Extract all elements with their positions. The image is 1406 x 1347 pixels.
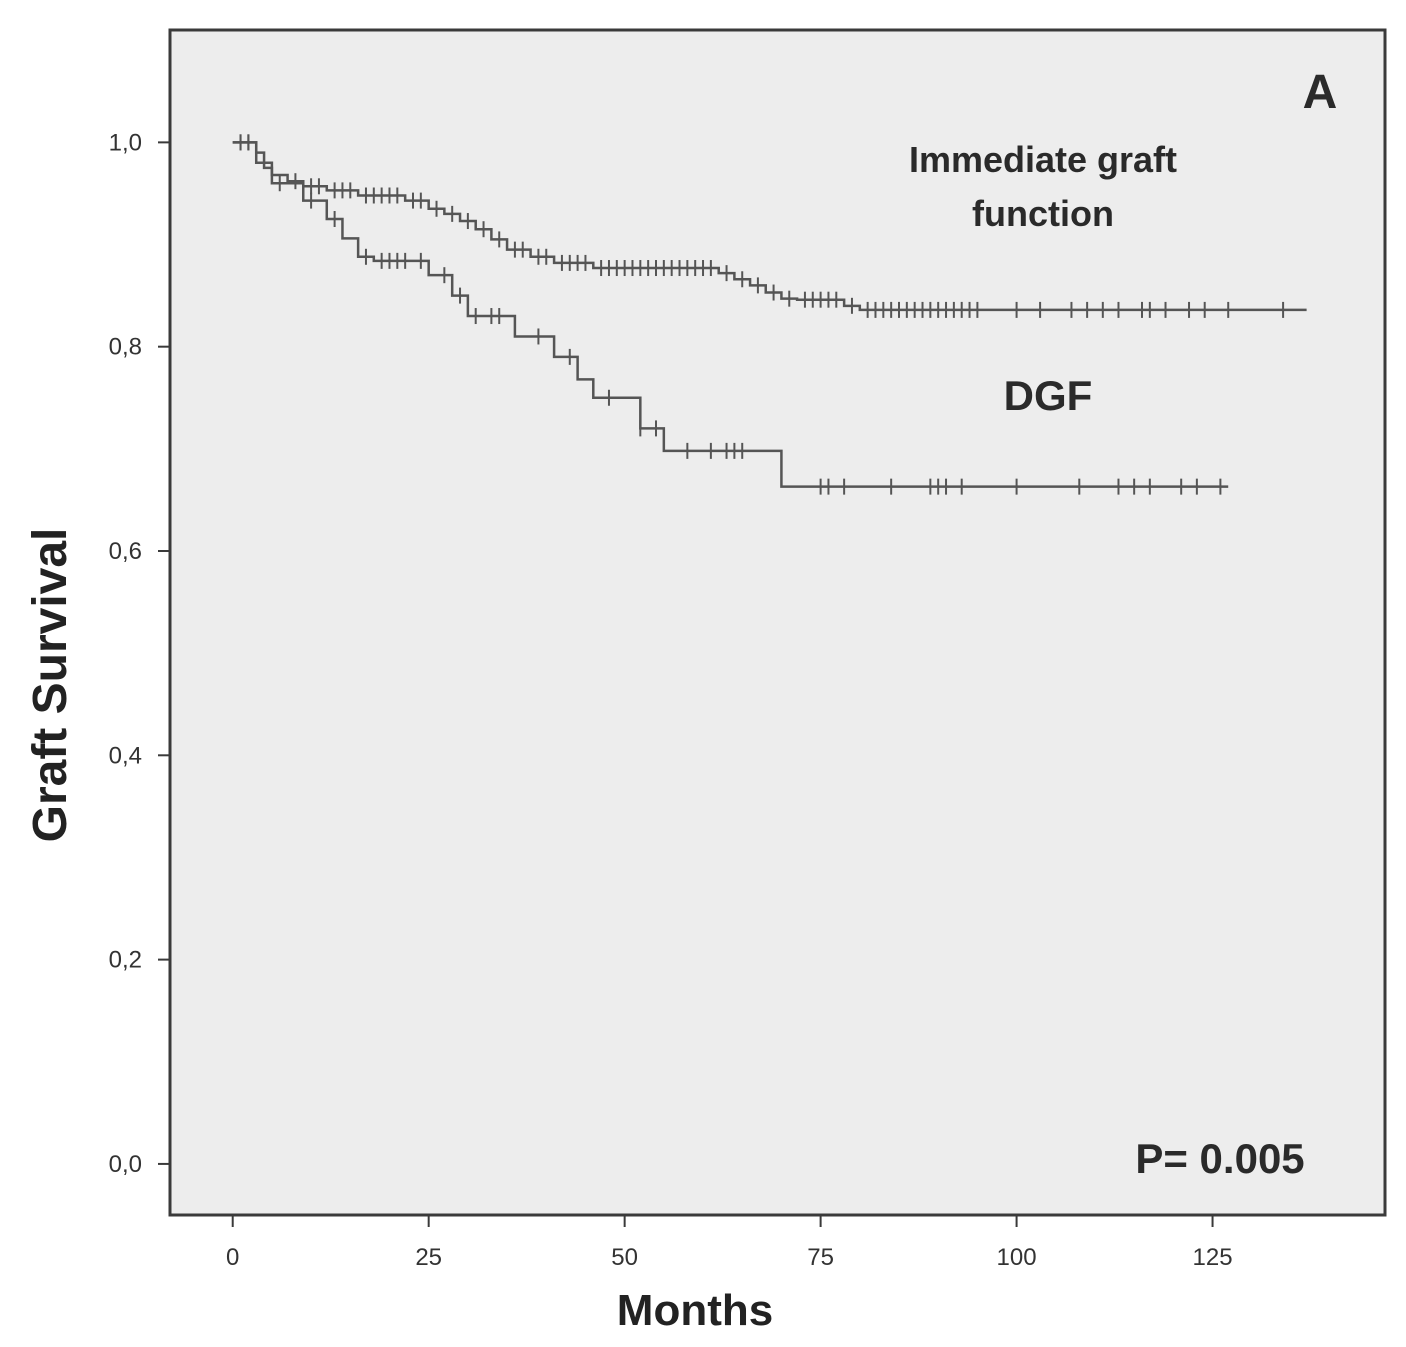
y-tick-label: 0,6 [109, 538, 142, 565]
p-value-annotation: P= 0.005 [1135, 1135, 1304, 1182]
x-ticks: 0 25 50 75 100 125 [226, 1215, 1233, 1271]
series-label-line: function [972, 193, 1114, 234]
x-tick-label: 125 [1193, 1244, 1233, 1271]
series-label-dgf: DGF [1004, 372, 1093, 419]
y-ticks: 0,0 0,2 0,4 0,6 0,8 1,0 [109, 129, 170, 1178]
y-tick-label: 0,2 [109, 947, 142, 974]
x-tick-label: 100 [997, 1244, 1037, 1271]
x-tick-label: 75 [807, 1244, 834, 1271]
series-label-immediate: Immediate graft function [909, 139, 1177, 234]
survival-curve-dgf [232, 141, 1229, 488]
y-tick-label: 0,4 [109, 742, 142, 769]
plot-background [168, 28, 1387, 1217]
series-label-line: Immediate graft [909, 139, 1177, 180]
x-tick-label: 50 [611, 1244, 638, 1271]
x-tick-label: 0 [226, 1244, 239, 1271]
x-axis-title: Months [617, 1286, 773, 1335]
panel-label: A [1303, 66, 1338, 119]
y-tick-label: 0,8 [109, 334, 142, 361]
y-tick-label: 0,0 [109, 1151, 142, 1178]
y-tick-label: 1,0 [109, 129, 142, 156]
y-axis-title: Graft Survival [24, 528, 77, 843]
series-layer [232, 134, 1307, 495]
x-tick-label: 25 [415, 1244, 442, 1271]
